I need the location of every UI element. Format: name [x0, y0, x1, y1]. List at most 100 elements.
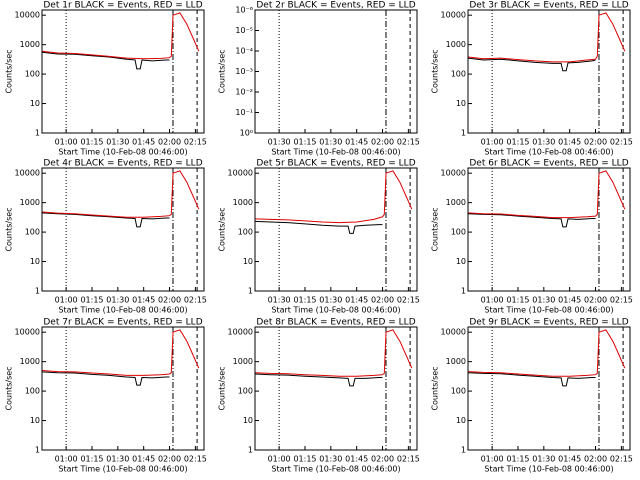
y-tick-label: 10000 — [228, 328, 253, 337]
series-line — [254, 329, 413, 377]
y-tick-label: 100 — [25, 228, 40, 237]
x-tick-label: 02:15 — [184, 138, 207, 147]
plot-frame — [41, 9, 205, 134]
x-tick-label: 01:15 — [506, 138, 529, 147]
y-tick-label: 100 — [238, 228, 253, 237]
y-tick-label: 10 — [30, 416, 40, 425]
series-line — [41, 329, 200, 376]
x-tick-label: 01:30 — [532, 296, 555, 305]
series-line — [467, 12, 626, 63]
x-tick-label: 02:15 — [610, 296, 633, 305]
y-tick-label: 1000 — [446, 357, 466, 366]
plot-frame — [467, 326, 631, 451]
y-tick-label: 10 — [243, 257, 253, 266]
x-tick-label: 01:45 — [345, 296, 368, 305]
y-axis-label: Counts/sec — [431, 49, 440, 93]
x-tick-label: 02:00 — [584, 138, 607, 147]
x-tick-label: 02:00 — [158, 138, 181, 147]
x-tick-label: 01:15 — [293, 455, 316, 464]
y-tick-label: 10⁻³ — [235, 67, 253, 76]
y-tick-label: 10000 — [15, 11, 40, 20]
x-axis-label: Start Time (10-Feb-08 00:46:00) — [58, 148, 187, 157]
y-tick-label: 10 — [243, 416, 253, 425]
y-axis-label: Counts/sec — [5, 49, 14, 93]
y-tick-label: 1 — [461, 446, 466, 455]
x-tick-label: 01:15 — [293, 138, 316, 147]
y-tick-label: 1 — [248, 287, 253, 296]
plot-frame — [254, 326, 418, 451]
chart-title: Det 8r BLACK = Events, RED = LLD — [256, 318, 415, 328]
y-axis-label: Counts/sec — [5, 207, 14, 251]
x-tick-label: 01:00 — [481, 138, 504, 147]
x-axis-label: Start Time (10-Feb-08 00:46:00) — [58, 465, 187, 474]
x-tick-label: 02:15 — [184, 455, 207, 464]
x-tick-label: 01:00 — [268, 455, 291, 464]
y-tick-label: 100 — [238, 387, 253, 396]
y-axis-label: Counts/sec — [5, 366, 14, 410]
plot-frame — [467, 9, 631, 134]
x-tick-label: 01:45 — [558, 296, 581, 305]
x-tick-label: 01:15 — [293, 296, 316, 305]
x-tick-label: 02:15 — [184, 296, 207, 305]
y-tick-label: 10⁻⁵ — [235, 26, 253, 35]
x-tick-label: 01:00 — [55, 138, 78, 147]
plot-frame — [254, 167, 418, 292]
x-tick-label: 01:45 — [345, 455, 368, 464]
x-tick-label: 02:00 — [371, 296, 394, 305]
x-tick-label: 01:15 — [80, 138, 103, 147]
y-tick-label: 1000 — [233, 198, 253, 207]
y-axis-label: Counts/sec — [218, 366, 227, 410]
y-tick-label: 100 — [25, 70, 40, 79]
y-tick-label: 1000 — [20, 357, 40, 366]
x-tick-label: 02:00 — [158, 296, 181, 305]
y-tick-label: 1000 — [233, 357, 253, 366]
series-line — [467, 372, 596, 387]
x-tick-label: 02:00 — [371, 138, 394, 147]
y-tick-label: 10⁰ — [240, 129, 253, 138]
y-tick-label: 10000 — [441, 169, 466, 178]
y-tick-label: 10000 — [228, 169, 253, 178]
y-tick-label: 10⁻¹ — [235, 108, 253, 117]
y-tick-label: 1 — [35, 446, 40, 455]
y-axis-label: Counts/sec — [218, 49, 227, 93]
plot-frame — [41, 326, 205, 451]
x-axis-label: Start Time (10-Feb-08 00:46:00) — [484, 306, 613, 315]
y-tick-label: 10 — [30, 257, 40, 266]
x-tick-label: 01:30 — [268, 296, 291, 305]
series-line — [41, 371, 170, 386]
y-axis-label: Counts/sec — [218, 207, 227, 251]
plot-frame — [254, 9, 418, 134]
y-tick-label: 1 — [35, 129, 40, 138]
chart-title: Det 3r BLACK = Events, RED = LLD — [469, 1, 628, 11]
x-tick-label: 02:15 — [610, 455, 633, 464]
x-axis-label: Start Time (10-Feb-08 00:46:00) — [484, 148, 613, 157]
y-axis-label: Counts/sec — [431, 366, 440, 410]
x-tick-label: 01:30 — [268, 138, 291, 147]
y-tick-label: 1 — [35, 287, 40, 296]
x-tick-label: 01:15 — [506, 455, 529, 464]
x-tick-label: 01:30 — [319, 138, 342, 147]
y-tick-label: 10 — [456, 99, 466, 108]
series-line — [41, 170, 200, 218]
series-line — [254, 170, 413, 224]
x-tick-label: 02:15 — [397, 296, 420, 305]
x-tick-label: 02:15 — [397, 455, 420, 464]
chart-title: Det 9r BLACK = Events, RED = LLD — [469, 318, 628, 328]
x-tick-label: 01:30 — [106, 455, 129, 464]
x-tick-label: 01:30 — [532, 138, 555, 147]
x-tick-label: 01:45 — [558, 138, 581, 147]
series-line — [467, 329, 626, 377]
y-tick-label: 100 — [25, 387, 40, 396]
y-tick-label: 10⁻⁶ — [235, 6, 253, 15]
chart-title: Det 5r BLACK = Events, RED = LLD — [256, 159, 415, 169]
x-tick-label: 01:30 — [106, 138, 129, 147]
x-tick-label: 02:15 — [610, 138, 633, 147]
y-tick-label: 100 — [451, 387, 466, 396]
y-tick-label: 10⁻⁴ — [235, 47, 253, 56]
series-line — [41, 212, 170, 228]
x-tick-label: 01:15 — [80, 455, 103, 464]
y-tick-label: 10⁻² — [235, 88, 253, 97]
x-axis-label: Start Time (10-Feb-08 00:46:00) — [484, 465, 613, 474]
y-tick-label: 100 — [451, 228, 466, 237]
